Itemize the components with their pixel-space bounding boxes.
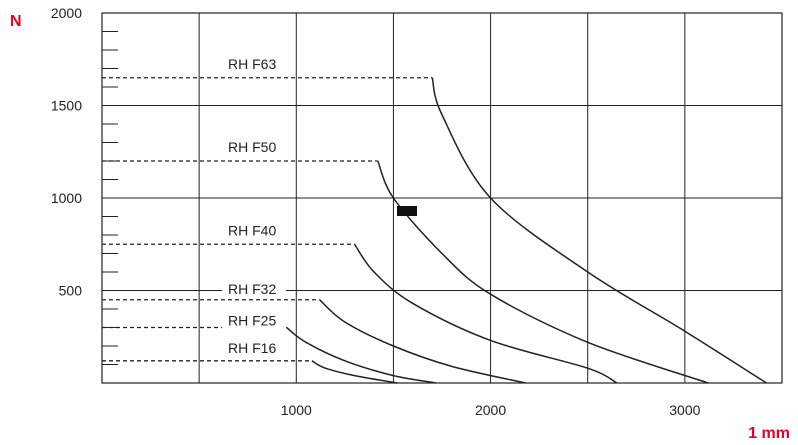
series-curve	[311, 360, 398, 384]
y-unit-label: N	[10, 13, 22, 30]
y-tick-label: 1500	[51, 98, 82, 114]
series-label: RH F50	[228, 139, 276, 155]
series-label: RH F16	[228, 340, 276, 356]
marker	[397, 206, 417, 216]
series-label-bg	[222, 339, 286, 357]
series-label-bg	[222, 139, 286, 156]
x-unit-label: 1 mm	[748, 425, 790, 442]
grid	[101, 12, 783, 384]
series-curve	[431, 77, 767, 384]
series-label-bg	[222, 55, 286, 73]
series-curve	[353, 243, 618, 384]
series-layer	[102, 77, 767, 384]
x-tick-label: 2000	[475, 402, 506, 418]
series-label-bg	[222, 280, 286, 298]
x-tick-label: 1000	[281, 402, 312, 418]
series-label: RH F40	[228, 222, 276, 238]
series-label: RH F25	[228, 313, 276, 329]
labels-layer: 1000 2000 3000 500 1000 1500 2000 RH F63 RH F50 R…	[51, 5, 701, 418]
x-tick-label: 3000	[669, 402, 700, 418]
series-label-bg	[222, 222, 286, 240]
y-tick-label: 500	[59, 283, 83, 299]
series-curve	[319, 299, 526, 384]
y-tick-label: 2000	[51, 5, 82, 21]
series-label-bg	[222, 312, 286, 330]
series-curve	[377, 160, 709, 384]
series-label: RH F32	[228, 281, 276, 297]
y-tick-label: 1000	[51, 190, 82, 206]
series-label: RH F63	[228, 56, 276, 72]
series-curve	[286, 326, 437, 384]
